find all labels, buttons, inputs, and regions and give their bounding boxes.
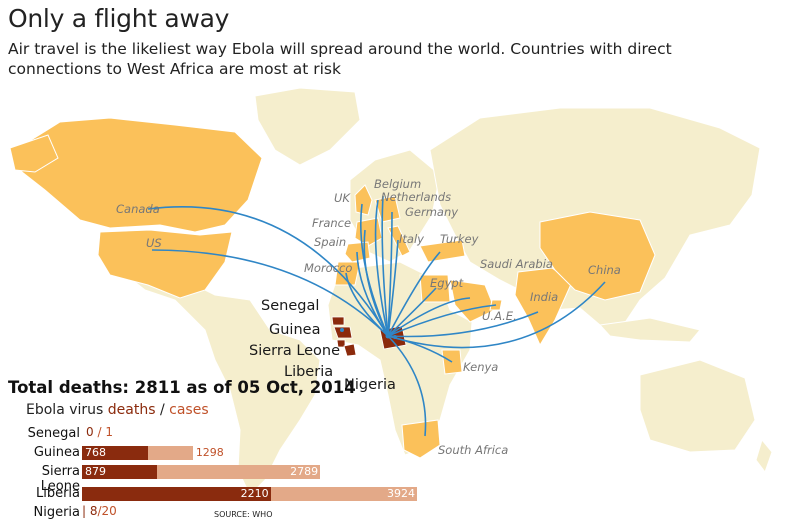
route-egypt — [387, 287, 437, 337]
label-belgium: Belgium — [374, 177, 421, 191]
greenland-land — [254, 87, 361, 166]
nigeria-values: | 8/20 — [82, 504, 117, 518]
subtitle: Air travel is the likeliest way Ebola wi… — [8, 40, 672, 78]
connected-countries — [9, 117, 656, 459]
senegal-values: 0 / 1 — [86, 425, 113, 439]
label-guinea: Guinea — [269, 322, 320, 338]
bar-liberia-deaths — [82, 487, 271, 501]
sierra-leone-cases-value: 2789 — [290, 465, 319, 478]
row-label-senegal: Senegal — [27, 426, 80, 441]
label-netherlands: Netherlands — [381, 190, 451, 204]
new-zealand-land — [755, 438, 773, 474]
turkey-region — [419, 239, 466, 263]
label-canada: Canada — [116, 202, 160, 216]
nigeria-cases-value: /20 — [97, 504, 117, 518]
liberia-cases-value: 3924 — [387, 487, 415, 500]
label-us: US — [146, 236, 162, 250]
route-canada — [147, 206, 389, 337]
guinea-deaths-value: 768 — [85, 446, 106, 459]
indonesia-land — [598, 317, 701, 343]
australia-land — [639, 359, 756, 453]
label-liberia: Liberia — [284, 364, 333, 380]
flight-routes — [147, 195, 606, 437]
route-uae — [387, 304, 497, 337]
guinea-region — [333, 326, 353, 339]
origin-dot — [340, 328, 344, 332]
liberia-deaths-value: 2210 — [240, 487, 269, 500]
liberia-region — [343, 343, 357, 357]
legend-deaths: deaths — [107, 402, 156, 418]
legend: Ebola virus deaths / cases — [26, 402, 209, 418]
route-south-africa — [387, 335, 427, 437]
row-label-liberia: Liberia — [35, 486, 80, 501]
label-nigeria: Nigeria — [344, 377, 396, 393]
legend-cases: cases — [169, 402, 209, 418]
page-title: Only a flight away — [8, 4, 230, 33]
row-label-nigeria: Nigeria — [33, 505, 80, 520]
nigeria-deaths-value: | 8 — [82, 504, 98, 518]
guinea-cases-value: 1298 — [195, 446, 224, 459]
route-france — [363, 229, 389, 337]
route-germany — [387, 211, 393, 337]
us-region — [97, 229, 233, 299]
label-china: China — [588, 263, 621, 277]
nigeria-cases-number: 20 — [101, 504, 117, 518]
bar-guinea-deaths — [82, 446, 148, 460]
destination-labels: Canada US UK Belgium Netherlands Germany… — [116, 177, 621, 457]
label-italy: Italy — [399, 232, 424, 246]
label-egypt: Egypt — [430, 276, 464, 290]
row-label-sierra-leone: Sierra Leone — [40, 464, 80, 494]
row-label-guinea: Guinea — [33, 445, 80, 460]
route-spain — [356, 251, 389, 337]
uk-region — [354, 184, 373, 216]
route-netherlands — [381, 195, 389, 337]
route-turkey — [387, 251, 441, 337]
route-italy — [387, 239, 399, 337]
senegal-region — [331, 316, 345, 326]
senegal-cases-value: / 1 — [97, 425, 113, 439]
label-france: France — [312, 216, 351, 230]
source-note: SOURCE: WHO — [214, 510, 273, 519]
route-us — [151, 249, 389, 337]
canada-region — [14, 117, 263, 233]
route-india — [387, 311, 539, 338]
label-turkey: Turkey — [440, 232, 479, 246]
origin-dot — [393, 335, 397, 339]
alaska-region — [9, 134, 59, 173]
label-morocco: Morocco — [304, 261, 352, 275]
label-germany: Germany — [405, 205, 458, 219]
label-senegal: Senegal — [261, 298, 319, 314]
nigeria-deaths-number: 8 — [89, 504, 98, 518]
bar-sierra-leone-deaths — [82, 465, 158, 479]
label-sierra-leone: Sierra Leone — [249, 343, 340, 359]
route-saudi — [387, 297, 471, 337]
route-morocco — [345, 272, 389, 337]
legend-sep: / — [155, 402, 170, 418]
label-uae: U.A.E. — [482, 309, 517, 323]
label-spain: Spain — [314, 235, 346, 249]
origin-dots — [340, 328, 397, 339]
route-china — [387, 281, 606, 349]
label-kenya: Kenya — [463, 360, 498, 374]
morocco-region — [334, 261, 361, 286]
senegal-cases-number: 1 — [105, 425, 113, 439]
china-region — [539, 211, 656, 301]
sierra-leone-deaths-value: 879 — [85, 465, 106, 478]
total-deaths-heading: Total deaths: 2811 as of 05 Oct, 2014 — [8, 378, 356, 397]
origin-dot — [385, 333, 391, 339]
west-africa-labels: Senegal Guinea Sierra Leone Liberia Nige… — [249, 298, 396, 393]
legend-prefix: Ebola virus — [26, 402, 108, 418]
label-south-africa: South Africa — [438, 443, 508, 457]
south-africa-region — [401, 419, 441, 459]
label-india: India — [530, 290, 558, 304]
benelux-germany-region — [374, 195, 401, 223]
label-uk: UK — [334, 191, 351, 205]
label-saudi: Saudi Arabia — [480, 257, 553, 271]
route-belgium — [374, 199, 389, 337]
senegal-deaths-value: 0 — [86, 425, 94, 439]
